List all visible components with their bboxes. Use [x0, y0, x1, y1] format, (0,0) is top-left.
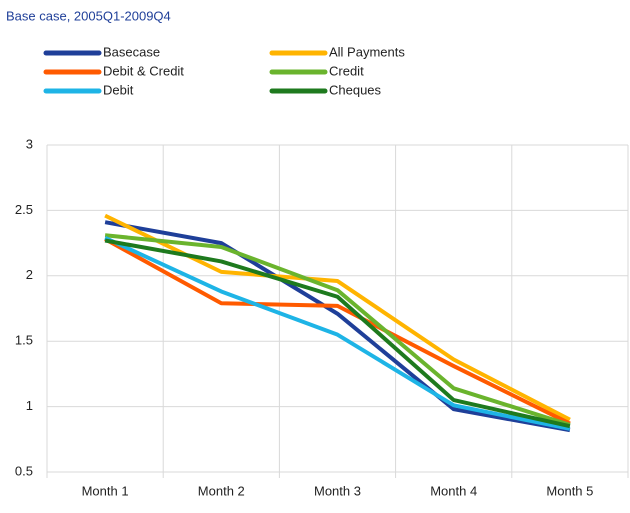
- series-line: [104, 236, 571, 431]
- y-tick-label: 2: [26, 267, 33, 282]
- x-tick-label: Month 2: [198, 483, 245, 498]
- series-line: [104, 238, 571, 429]
- x-tick-label: Month 5: [546, 483, 593, 498]
- y-tick-label: 3: [26, 136, 33, 151]
- y-tick-label: 2.5: [15, 202, 33, 217]
- series-line: [104, 237, 571, 426]
- legend-label: Cheques: [329, 82, 382, 97]
- x-tick-label: Month 3: [314, 483, 361, 498]
- legend-label: Debit & Credit: [103, 63, 184, 78]
- x-tick-label: Month 4: [430, 483, 477, 498]
- y-tick-label: 1: [26, 398, 33, 413]
- legend-label: Debit: [103, 82, 134, 97]
- legend-label: All Payments: [329, 44, 405, 59]
- legend-label: Basecase: [103, 44, 160, 59]
- series-line: [104, 233, 571, 427]
- x-tick-label: Month 1: [82, 483, 129, 498]
- legend-label: Credit: [329, 63, 364, 78]
- chart-title: Base case, 2005Q1-2009Q4: [6, 8, 171, 23]
- series-line: [104, 220, 571, 433]
- y-tick-label: 0.5: [15, 463, 33, 478]
- y-tick-label: 1.5: [15, 333, 33, 348]
